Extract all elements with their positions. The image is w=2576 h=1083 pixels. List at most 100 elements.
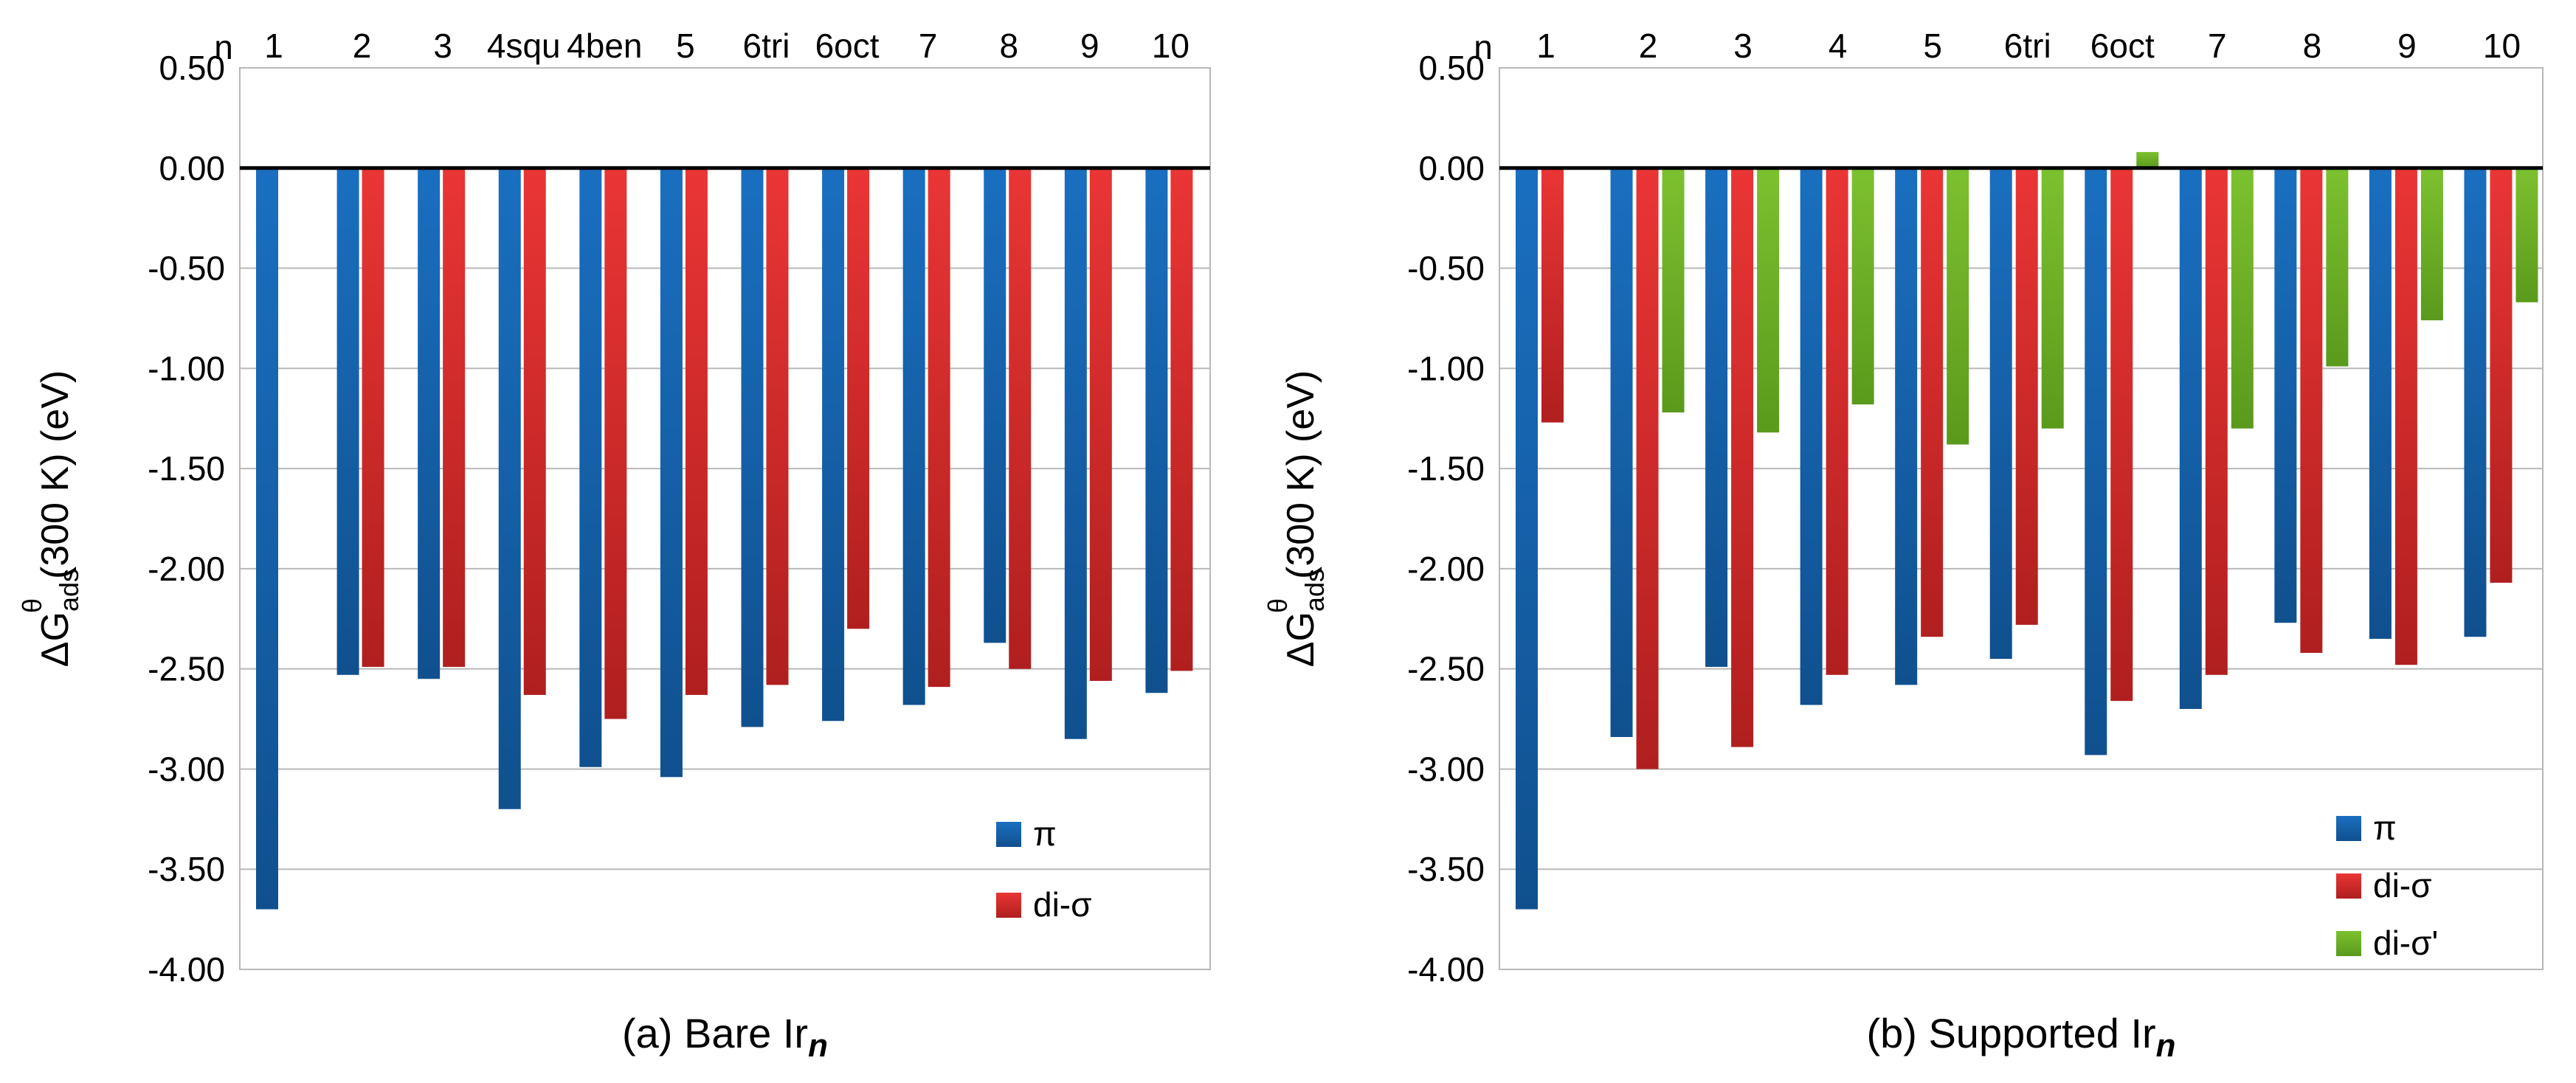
- y-axis-label-suffix: (300 K) (eV): [34, 370, 77, 579]
- category-label: 3: [433, 27, 452, 65]
- bar-pi: [822, 167, 845, 722]
- bar-pi: [2274, 167, 2297, 623]
- bar-di-sigma: [766, 167, 789, 685]
- bar-pi: [2085, 167, 2107, 755]
- bar-pi: [418, 167, 441, 679]
- legend-label: π: [1033, 814, 1057, 853]
- y-axis-label-main: ΔG: [1280, 612, 1322, 667]
- y-tick-label: 0.50: [1418, 49, 1485, 87]
- category-label: 5: [676, 27, 695, 65]
- y-axis-label: ΔGadsθ (300 K) (eV): [17, 370, 84, 667]
- bar-di-sigma: [2394, 167, 2417, 665]
- bar-pi: [741, 167, 764, 727]
- bar-pi: [336, 167, 359, 675]
- category-label: 10: [1152, 27, 1189, 65]
- bar-di-sigma-prime: [1947, 167, 1969, 445]
- y-tick-label: 0.00: [159, 149, 225, 187]
- bar-di-sigma: [443, 167, 466, 667]
- y-axis-label-subscript: ads: [54, 569, 84, 612]
- bar-di-sigma: [1731, 167, 1754, 747]
- bar-di-sigma-prime: [2136, 152, 2159, 168]
- legend-label: di-σ: [1033, 885, 1092, 924]
- category-label: 2: [1639, 27, 1658, 65]
- n-label: n: [214, 28, 233, 66]
- y-tick-label: -1.50: [148, 449, 225, 488]
- panel-caption: (a) Bare Irn: [622, 1010, 828, 1064]
- bar-di-sigma-prime: [2041, 167, 2064, 429]
- bar-di-sigma: [2490, 167, 2513, 583]
- bar-di-sigma: [1009, 167, 1032, 669]
- bar-pi: [1989, 167, 2012, 660]
- bar-pi: [2179, 167, 2202, 709]
- plot-area-border: [239, 67, 1211, 970]
- category-label: 2: [353, 27, 372, 65]
- category-label: 10: [2483, 27, 2521, 65]
- y-tick-label: -4.00: [148, 950, 225, 989]
- y-tick-label: -3.50: [1407, 850, 1485, 888]
- bar-di-sigma: [1541, 167, 1564, 423]
- y-axis-label: ΔGadsθ (300 K) (eV): [1263, 370, 1330, 667]
- bar-pi: [579, 167, 602, 767]
- y-tick-label: -0.50: [148, 249, 225, 288]
- category-label: 6oct: [815, 27, 880, 65]
- bar-di-sigma: [1636, 167, 1659, 769]
- bar-di-sigma: [1921, 167, 1944, 637]
- legend-swatch-pi: [996, 822, 1021, 847]
- bar-di-sigma-prime: [2420, 167, 2443, 321]
- y-axis-label-superscript: θ: [17, 598, 47, 613]
- y-tick-label: -2.00: [1407, 550, 1485, 588]
- category-label: 4squ: [487, 27, 561, 65]
- bar-di-sigma-prime: [2231, 167, 2254, 429]
- category-label: 1: [1536, 27, 1555, 65]
- y-tick-label: -2.50: [1407, 650, 1485, 688]
- bar-pi: [1610, 167, 1633, 737]
- bar-pi: [1145, 167, 1168, 693]
- bar-di-sigma-prime: [2326, 167, 2349, 367]
- bar-di-sigma: [928, 167, 950, 688]
- n-label: n: [1474, 28, 1493, 66]
- bar-di-sigma-prime: [1851, 167, 1874, 405]
- panel-bare-ir: 0.50 0.00 -0.50 -1.00 -1.50 -2.00 -2.50 -3.00 -3…: [17, 27, 1211, 1064]
- category-label: 6oct: [2090, 27, 2155, 65]
- category-label: 9: [1080, 27, 1099, 65]
- y-tick-label: -3.00: [1407, 750, 1485, 788]
- bar-pi: [256, 167, 278, 910]
- bar-pi: [1895, 167, 1918, 685]
- category-label: 6tri: [743, 27, 790, 65]
- bar-di-sigma: [847, 167, 870, 629]
- caption-subscript-n: n: [2156, 1028, 2176, 1064]
- caption-subscript-n: n: [808, 1028, 828, 1064]
- bar-di-sigma-prime: [1757, 167, 1780, 433]
- y-tick-label: -1.50: [1407, 449, 1485, 488]
- category-label: 6tri: [2004, 27, 2051, 65]
- category-label: 4: [1829, 27, 1848, 65]
- bar-di-sigma: [362, 167, 384, 667]
- legend-label: di-σ': [2373, 924, 2438, 962]
- y-tick-label: -4.00: [1407, 950, 1485, 989]
- panel-supported-ir: 0.50 0.00 -0.50 -1.00 -1.50 -2.00 -2.50 -3.00 -3…: [1263, 27, 2544, 1064]
- bar-di-sigma: [2300, 167, 2323, 653]
- category-label: 5: [1923, 27, 1942, 65]
- legend-swatch-pi: [2336, 816, 2361, 841]
- y-axis-label-superscript: θ: [1263, 598, 1293, 613]
- y-tick-label: -0.50: [1407, 249, 1485, 288]
- bar-di-sigma: [1826, 167, 1848, 675]
- caption-text: (a) Bare Ir: [622, 1010, 808, 1056]
- legend-label: di-σ: [2373, 866, 2432, 904]
- bar-di-sigma: [1170, 167, 1193, 671]
- bar-pi: [984, 167, 1006, 643]
- category-label: 8: [999, 27, 1018, 65]
- y-axis-label-main: ΔG: [34, 612, 77, 667]
- bar-pi: [1705, 167, 1728, 667]
- bar-di-sigma-prime: [2515, 167, 2538, 302]
- category-label: 3: [1733, 27, 1753, 65]
- bar-di-sigma: [1089, 167, 1112, 681]
- bar-pi: [498, 167, 521, 809]
- bar-pi: [902, 167, 925, 705]
- legend-label: π: [2373, 809, 2397, 847]
- legend-swatch-di-sigma: [996, 893, 1021, 918]
- y-tick-label: -3.00: [148, 750, 225, 788]
- bar-di-sigma: [604, 167, 627, 719]
- y-axis-label-suffix: (300 K) (eV): [1280, 370, 1322, 579]
- bar-pi: [1064, 167, 1087, 739]
